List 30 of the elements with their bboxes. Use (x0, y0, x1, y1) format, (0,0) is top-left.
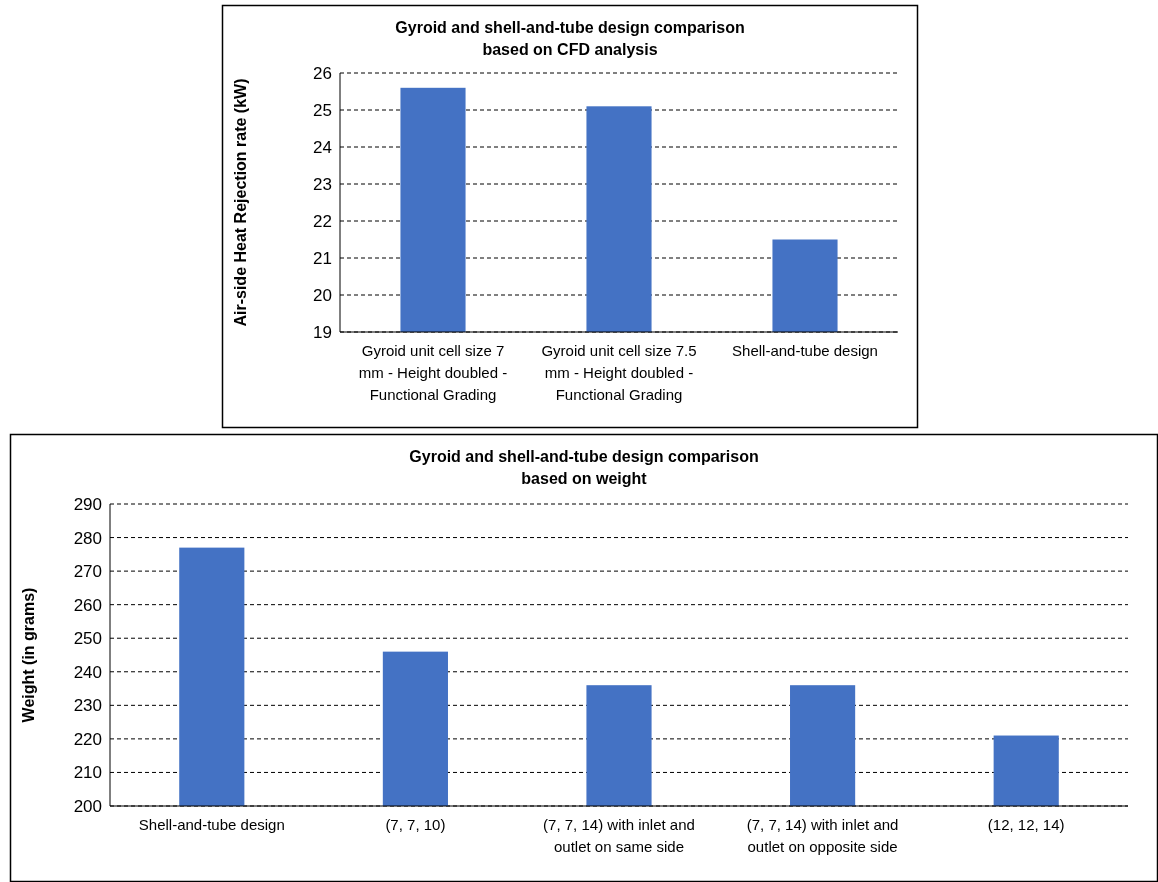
x-tick-label: (7, 7, 10) (385, 816, 446, 833)
x-tick-label: Shell-and-tube design (732, 342, 878, 359)
y-tick-label: 220 (73, 729, 102, 749)
x-tick-label: (12, 12, 14) (987, 816, 1065, 833)
x-tick-label: Gyroid unit cell size 7.5 mm - Height doubled - Functional Grading (541, 342, 697, 403)
y-tick-label: 230 (73, 696, 102, 716)
y-tick-label: 240 (73, 662, 102, 682)
x-tick-label: Gyroid unit cell size 7 mm - Height doubled - Functional Grading (358, 342, 508, 403)
y-tick-label: 19 (313, 322, 332, 342)
x-tick-label: Shell-and-tube design (138, 816, 285, 833)
y-tick-label: 25 (313, 100, 332, 120)
y-tick-label: 260 (73, 595, 102, 615)
y-axis-title: Air-side Heat Rejection rate (kW) (232, 78, 249, 327)
y-tick-label: 23 (313, 174, 332, 194)
y-tick-label: 250 (73, 629, 102, 649)
y-tick-label: 200 (73, 796, 102, 816)
y-tick-label: 22 (313, 211, 332, 231)
y-tick-label: 21 (313, 248, 332, 268)
x-tick-label: (7, 7, 14) with inlet and outlet on same side (543, 816, 695, 855)
y-tick-label: 20 (313, 285, 332, 305)
y-tick-label: 290 (73, 494, 102, 514)
y-tick-label: 210 (73, 763, 102, 783)
y-tick-label: 26 (313, 63, 332, 83)
y-tick-label: 280 (73, 528, 102, 548)
chart-title: Gyroid and shell-and-tube design comparison based on weight (409, 448, 759, 487)
chart-title: Gyroid and shell-and-tube design comparison based on CFD analysis (395, 19, 745, 58)
x-tick-label: (7, 7, 14) with inlet and outlet on opposite side (746, 816, 899, 855)
y-axis-title: Weight (in grams) (20, 587, 37, 723)
y-tick-label: 24 (313, 137, 332, 157)
y-tick-label: 270 (73, 562, 102, 582)
